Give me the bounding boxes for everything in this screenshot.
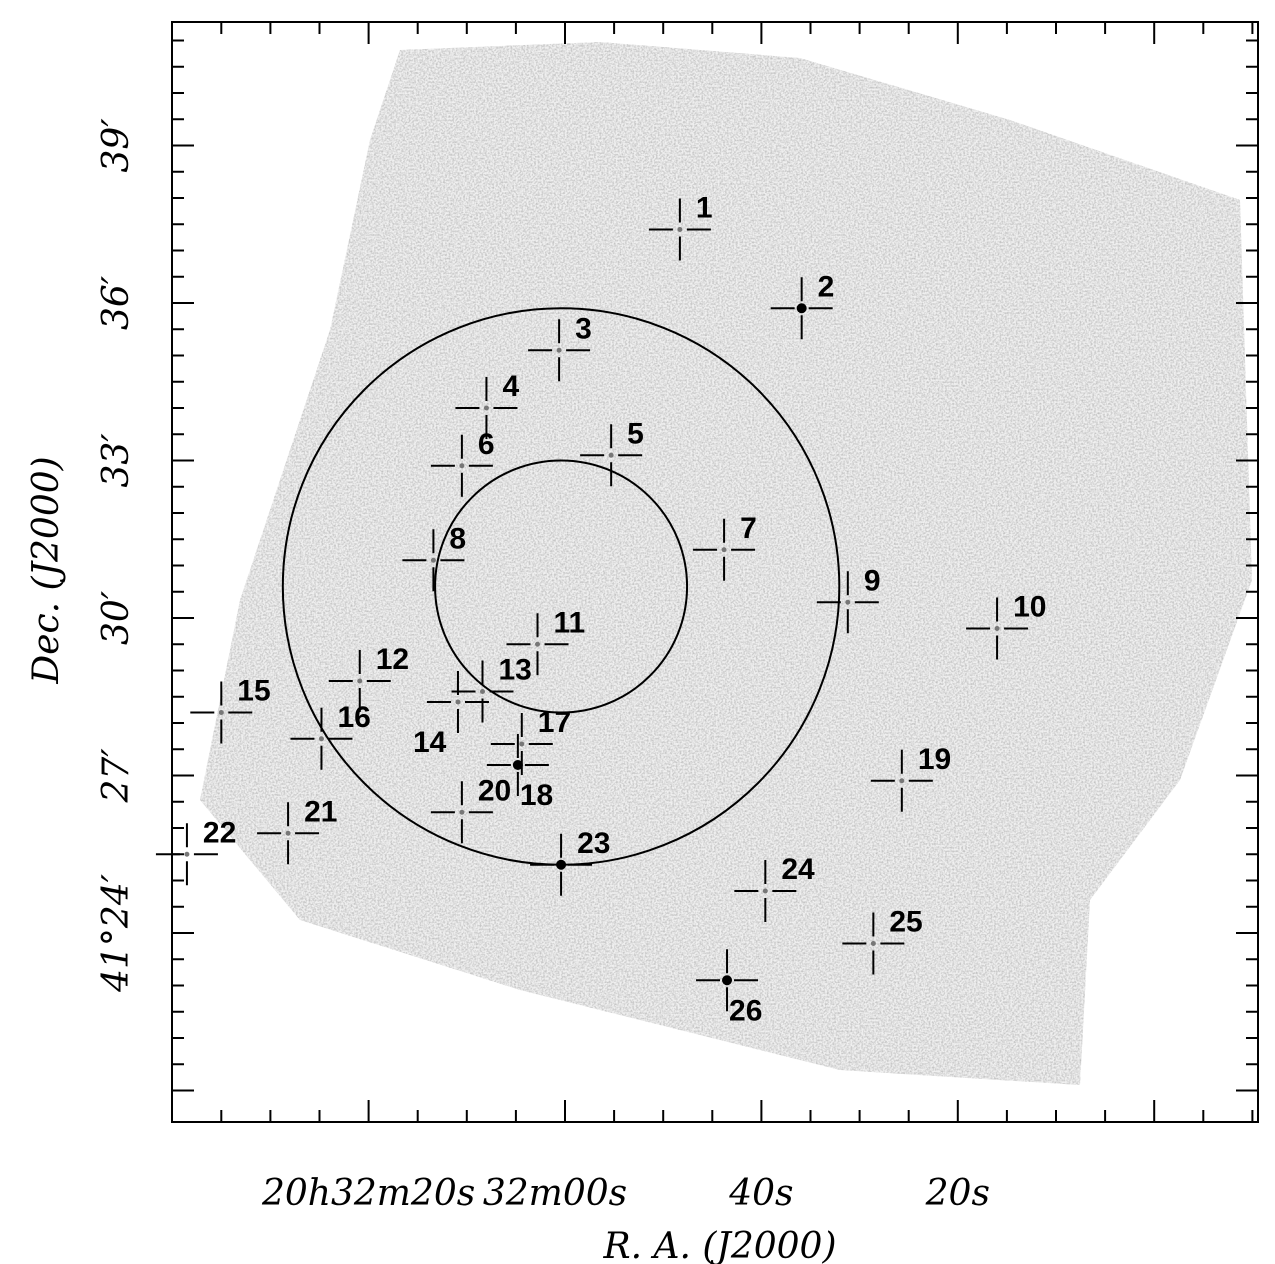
x-tick-label: 32m00s: [483, 1173, 627, 1214]
source-15: 15: [190, 675, 271, 744]
source-point: [796, 303, 807, 314]
source-point: [994, 626, 1000, 631]
source-point: [459, 809, 465, 815]
source-point: [845, 599, 851, 605]
region-circle-inner: [434, 459, 689, 714]
source-label: 9: [864, 564, 881, 597]
source-label: 14: [413, 726, 447, 759]
source-label: 16: [337, 701, 370, 734]
source-7: 7: [693, 512, 757, 581]
source-label: 2: [818, 270, 835, 303]
source-24: 24: [734, 853, 815, 922]
source-point: [762, 888, 768, 894]
source-point: [357, 678, 363, 684]
source-5: 5: [580, 417, 644, 487]
source-label: 17: [538, 706, 571, 739]
y-axis-title: Dec. (J2000): [26, 456, 67, 684]
source-26: 26: [696, 949, 762, 1027]
source-11: 11: [506, 606, 586, 676]
source-point: [512, 760, 523, 770]
source-label: 23: [577, 827, 610, 860]
source-label: 25: [889, 906, 922, 939]
x-tick-label: 20h32m20s: [261, 1173, 475, 1214]
source-label: 4: [502, 370, 519, 403]
y-tick-label: 41°24′: [96, 874, 137, 993]
source-point: [535, 641, 541, 647]
source-label: 8: [449, 522, 466, 555]
source-point: [722, 975, 733, 986]
source-label: 6: [478, 428, 495, 461]
source-25: 25: [842, 906, 923, 975]
source-point: [899, 778, 905, 784]
image-field: [200, 42, 1252, 1085]
source-12: 12: [328, 643, 409, 712]
source-point: [430, 557, 436, 563]
source-17: 17: [490, 706, 571, 775]
source-6: 6: [430, 428, 495, 497]
source-point: [184, 851, 190, 857]
source-point: [318, 736, 324, 742]
source-point: [483, 405, 489, 411]
source-label: 11: [554, 606, 586, 639]
source-point: [285, 830, 291, 836]
y-tick-label: 33′: [96, 434, 137, 488]
source-label: 15: [237, 675, 270, 708]
source-14: 14: [413, 671, 489, 759]
source-point: [556, 347, 562, 353]
source-label: 3: [575, 312, 592, 345]
source-label: 26: [729, 994, 762, 1027]
source-label: 1: [696, 192, 713, 225]
source-13: 13: [451, 654, 532, 723]
source-18: 18: [486, 734, 553, 812]
source-22: 22: [155, 816, 236, 886]
plot-frame: [171, 21, 1259, 1123]
source-point: [870, 941, 876, 946]
source-label: 18: [520, 779, 553, 812]
source-point: [519, 741, 525, 747]
source-label: 22: [203, 816, 236, 849]
source-label: 24: [781, 853, 815, 886]
source-label: 10: [1013, 591, 1046, 624]
source-label: 20: [478, 774, 511, 807]
source-label: 21: [304, 795, 337, 828]
source-point: [480, 689, 486, 694]
source-point: [677, 227, 683, 232]
source-23: 23: [530, 827, 610, 896]
source-point: [721, 547, 727, 553]
source-20: 20: [430, 774, 511, 844]
source-9: 9: [816, 564, 881, 634]
source-label: 12: [376, 643, 409, 676]
source-label: 13: [499, 654, 532, 687]
y-tick-label: 36′: [96, 276, 137, 330]
y-tick-label: 30′: [96, 591, 137, 645]
source-8: 8: [402, 522, 466, 592]
source-10: 10: [966, 591, 1046, 660]
source-point: [459, 463, 465, 469]
y-tick-label: 27′: [96, 749, 137, 804]
x-tick-label: 20s: [925, 1173, 990, 1214]
source-2: 2: [770, 270, 835, 340]
source-19: 19: [870, 743, 951, 812]
field-noise: [200, 42, 1252, 1085]
source-label: 19: [918, 743, 951, 776]
source-label: 7: [740, 512, 757, 545]
y-tick-label: 39′: [96, 119, 137, 173]
x-tick-label: 40s: [728, 1173, 793, 1214]
source-point: [218, 710, 224, 715]
tick-labels: 20h32m20s 32m00s 40s 20s 41°24′ 27′ 30′ 33′ 36′ 3…: [96, 119, 990, 1214]
source-point: [556, 859, 567, 870]
axis-ticks: [172, 22, 1258, 1122]
source-21: 21: [257, 795, 337, 865]
source-label: 5: [627, 417, 644, 450]
source-point: [455, 699, 461, 705]
source-4: 4: [455, 370, 519, 439]
x-axis-title: R. A. (J2000): [602, 1226, 836, 1264]
source-1: 1: [648, 192, 713, 261]
source-16: 16: [290, 701, 371, 770]
source-3: 3: [528, 312, 592, 382]
source-point: [608, 452, 614, 458]
